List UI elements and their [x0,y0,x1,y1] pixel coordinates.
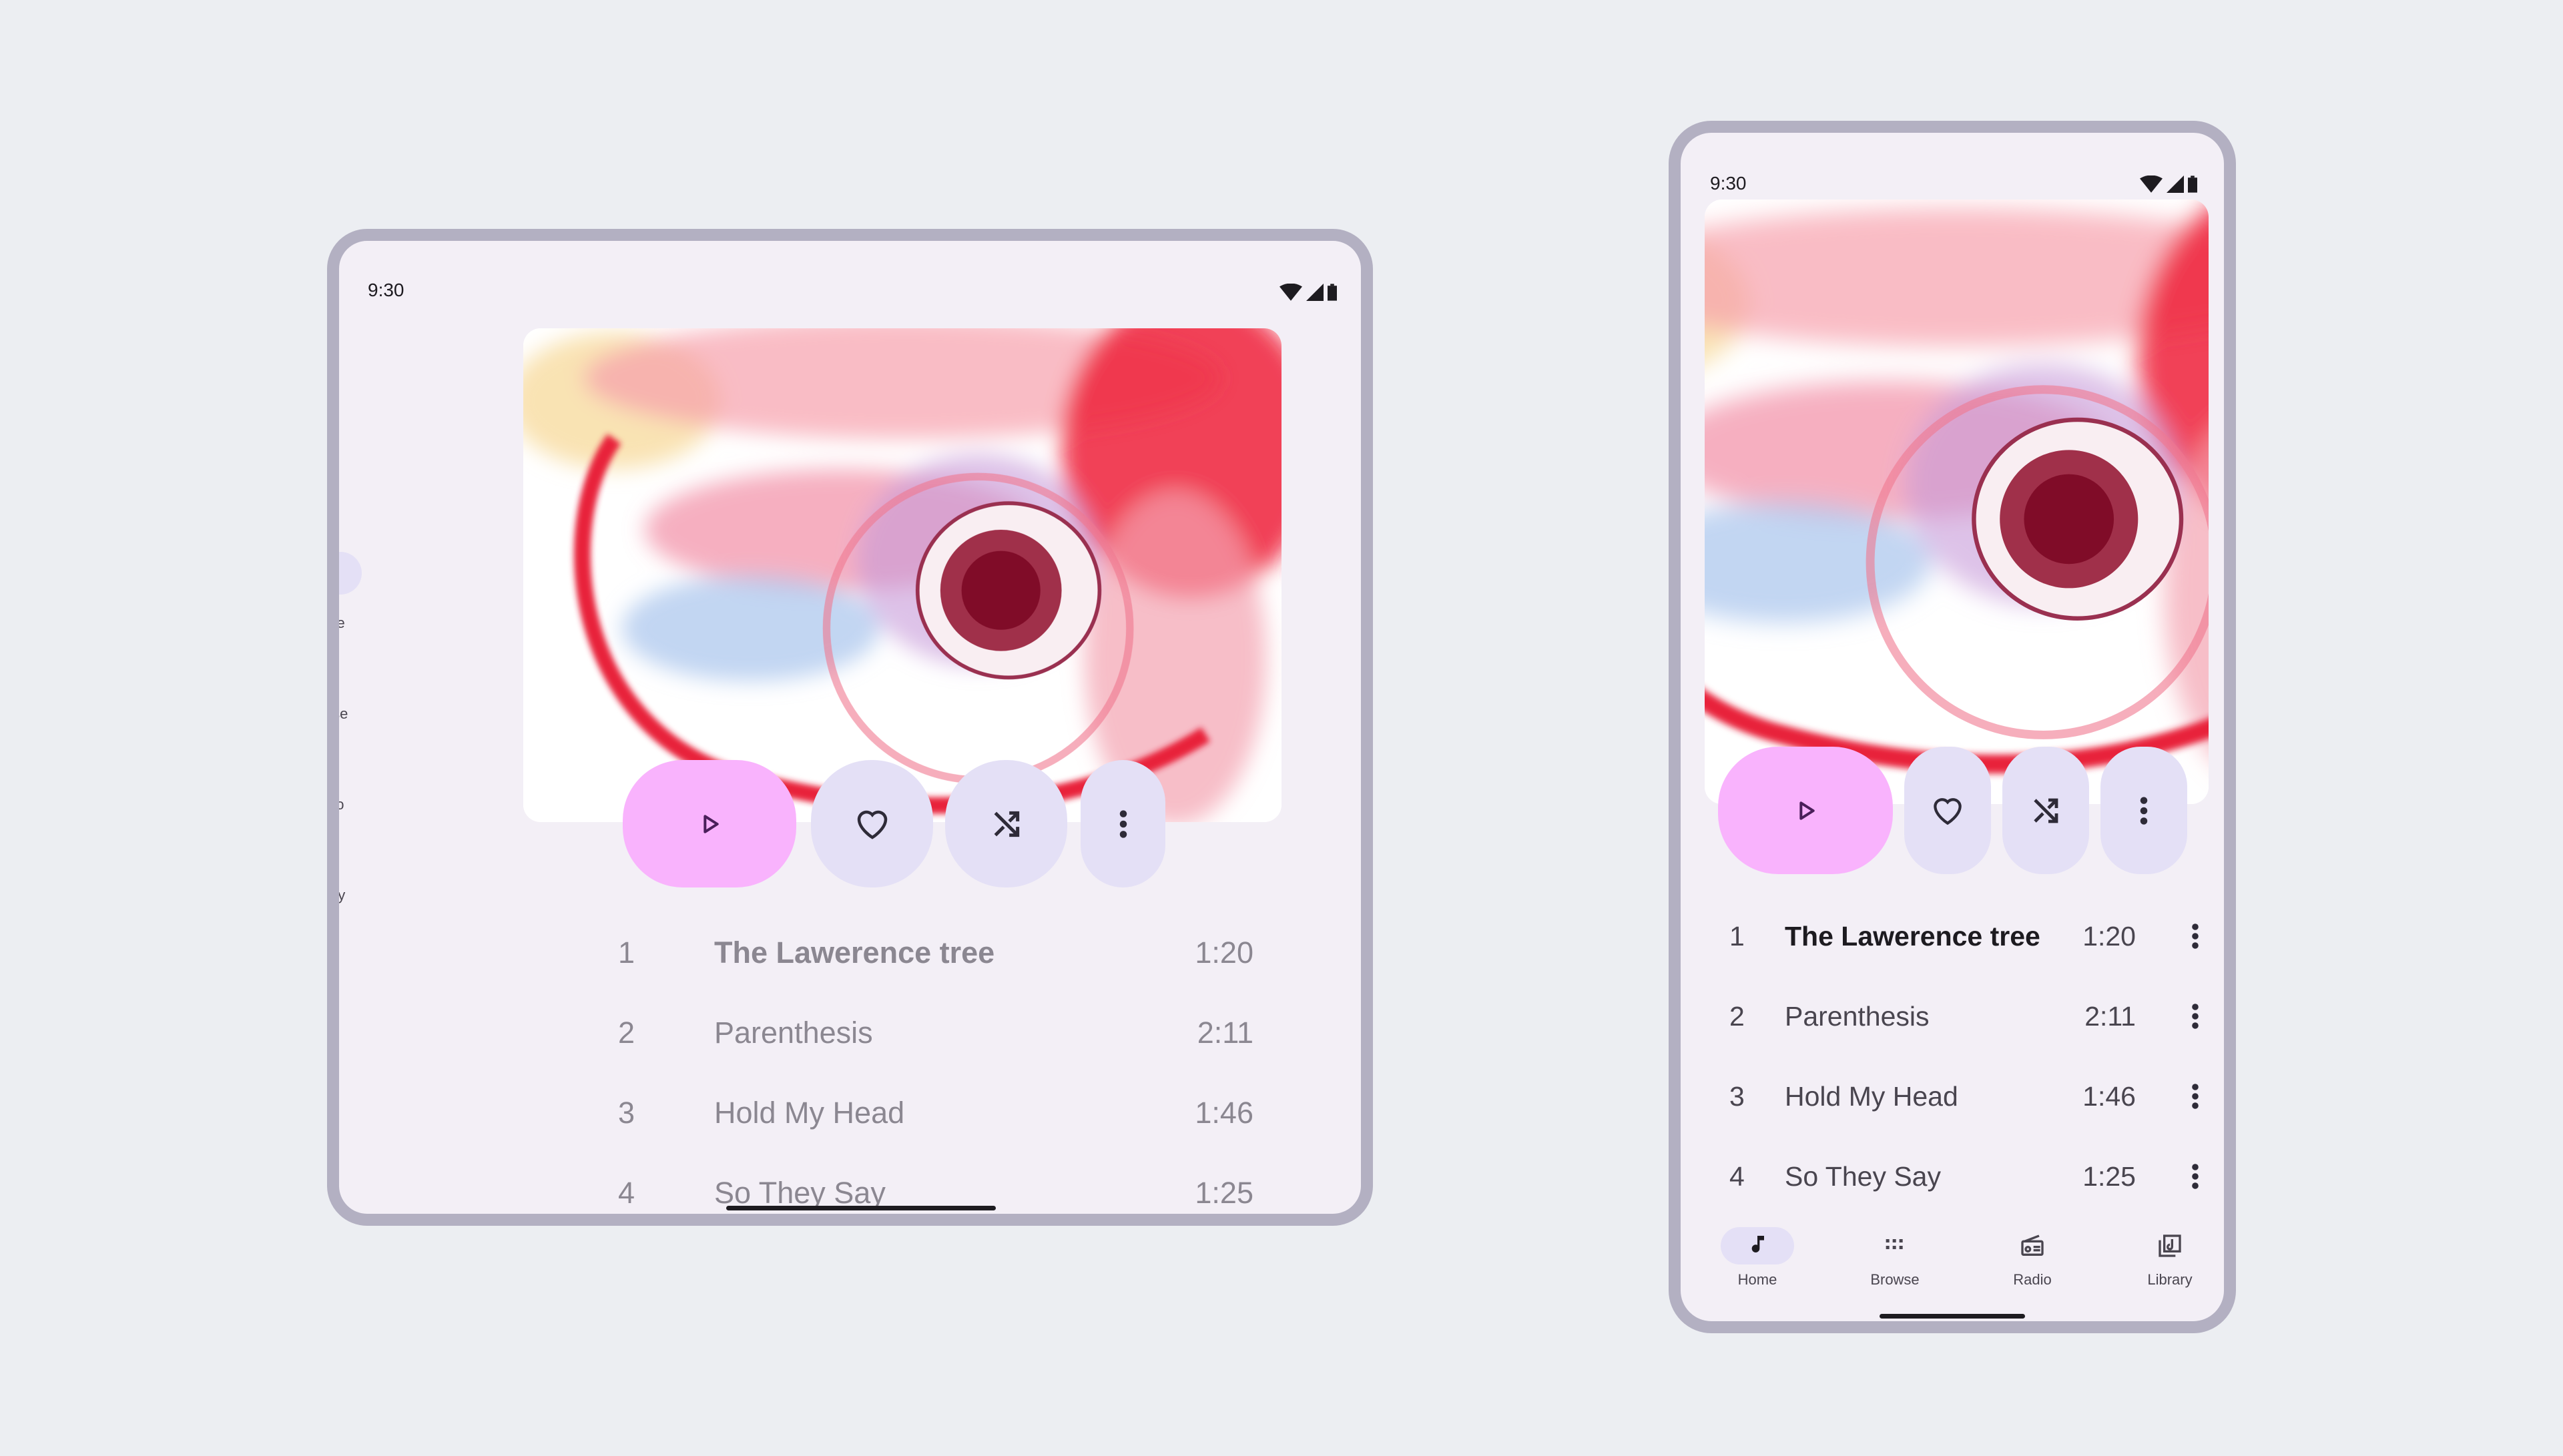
more-vert-icon [2192,1004,2199,1029]
track-number: 4 [1729,1161,1745,1192]
track-row[interactable]: 1 The Lawerence tree 1:20 [1681,909,2224,963]
track-duration: 1:20 [2082,921,2136,952]
wifi-icon [1279,284,1302,301]
track-duration: 1:20 [1195,936,1253,970]
more-vert-icon [1119,809,1127,838]
nav-rail-library[interactable]: Library [332,887,346,903]
play-button[interactable] [623,760,796,887]
track-row[interactable]: 2 Parenthesis 2:11 [1681,990,2224,1043]
nav-indicator [1858,1227,1932,1264]
track-title: Hold My Head [1785,1081,1958,1112]
shuffle-button[interactable] [2002,747,2089,874]
nav-item-browse[interactable]: Browse [1838,1227,1952,1289]
nav-rail-browse[interactable]: Browse [332,705,348,722]
more-button[interactable] [2100,747,2187,874]
shuffle-icon [2034,798,2058,823]
track-more-button[interactable] [2191,909,2199,963]
status-time: 9:30 [1710,173,1747,194]
track-more-button[interactable] [2191,1150,2199,1203]
track-row[interactable]: 4 So They Say 1:25 [339,1166,1361,1214]
track-row[interactable]: 2 Parenthesis 2:11 [339,1006,1361,1060]
track-title: Parenthesis [1785,1001,1930,1032]
more-vert-icon [2192,1164,2199,1189]
nav-item-home[interactable]: Home [1701,1227,1814,1289]
nav-label: Browse [1870,1271,1920,1288]
wifi-icon [2140,175,2163,193]
track-row[interactable]: 3 Hold My Head 1:46 [339,1086,1361,1140]
track-title: The Lawerence tree [1785,921,2040,952]
nav-item-library[interactable]: Library [2113,1227,2224,1289]
track-duration: 2:11 [1197,1016,1253,1050]
track-duration: 1:46 [2082,1081,2136,1112]
radio-icon [2021,1234,2044,1256]
battery-icon [2188,175,2197,193]
track-duration: 1:25 [2082,1161,2136,1192]
nav-indicator [1721,1227,1794,1264]
track-title: Hold My Head [714,1096,905,1130]
track-number: 4 [618,1176,635,1210]
status-icons [2140,175,2197,193]
album-art [1705,200,2209,804]
status-time: 9:30 [368,280,404,300]
home-indicator[interactable] [1880,1314,2025,1319]
nav-rail-active-indicator[interactable] [339,552,362,595]
grid-icon [1886,1239,1903,1249]
nav-rail-radio[interactable]: Radio [332,796,344,813]
track-more-button[interactable] [2191,1070,2199,1123]
track-duration: 1:25 [1195,1176,1253,1210]
play-icon [1799,801,1815,820]
shuffle-icon [994,811,1019,837]
more-button[interactable] [1081,760,1165,887]
nav-item-radio[interactable]: Radio [1976,1227,2089,1289]
favorite-button[interactable] [811,760,933,887]
track-title: So They Say [1785,1161,1941,1192]
track-row[interactable]: 4 So They Say 1:25 [1681,1150,2224,1203]
track-row[interactable]: 1 The Lawerence tree 1:20 [339,926,1361,980]
album-art [523,328,1282,822]
favorite-button[interactable] [1904,747,1991,874]
heart-icon [857,810,887,839]
track-number: 1 [618,936,635,970]
track-number: 3 [618,1096,635,1130]
track-title: So They Say [714,1176,886,1210]
more-vert-icon [2192,924,2199,949]
play-icon [703,814,719,833]
track-number: 2 [1729,1001,1745,1032]
tablet-device: 9:30 Home Browse Radio Library 1 The Lawe… [327,229,1373,1226]
nav-indicator [1996,1227,2069,1264]
library-music-icon [2159,1234,2181,1257]
track-duration: 2:11 [2084,1001,2136,1032]
play-button[interactable] [1718,747,1893,874]
home-indicator[interactable] [726,1206,996,1210]
heart-icon [1934,797,1962,825]
nav-label: Home [1737,1271,1777,1288]
more-vert-icon [2140,796,2148,825]
shuffle-button[interactable] [945,760,1067,887]
nav-indicator [2133,1227,2207,1264]
track-number: 3 [1729,1081,1745,1112]
track-row[interactable]: 3 Hold My Head 1:46 [1681,1070,2224,1123]
signal-icon [1306,284,1324,301]
track-number: 1 [1729,921,1745,952]
track-title: Parenthesis [714,1016,873,1050]
more-vert-icon [2192,1084,2199,1109]
track-more-button[interactable] [2191,990,2199,1043]
track-number: 2 [618,1016,635,1050]
track-duration: 1:46 [1195,1096,1253,1130]
music-note-icon [1751,1236,1764,1252]
track-title: The Lawerence tree [714,936,995,970]
phone-device: 9:30 1 The Lawerence tree 1:20 2 Parenthesis… [1669,121,2236,1333]
nav-label: Library [2147,1271,2193,1288]
status-icons [1279,284,1337,301]
battery-icon [1328,284,1337,301]
nav-label: Radio [2013,1271,2052,1288]
nav-rail-home[interactable]: Home [336,615,345,631]
signal-icon [2167,175,2184,193]
